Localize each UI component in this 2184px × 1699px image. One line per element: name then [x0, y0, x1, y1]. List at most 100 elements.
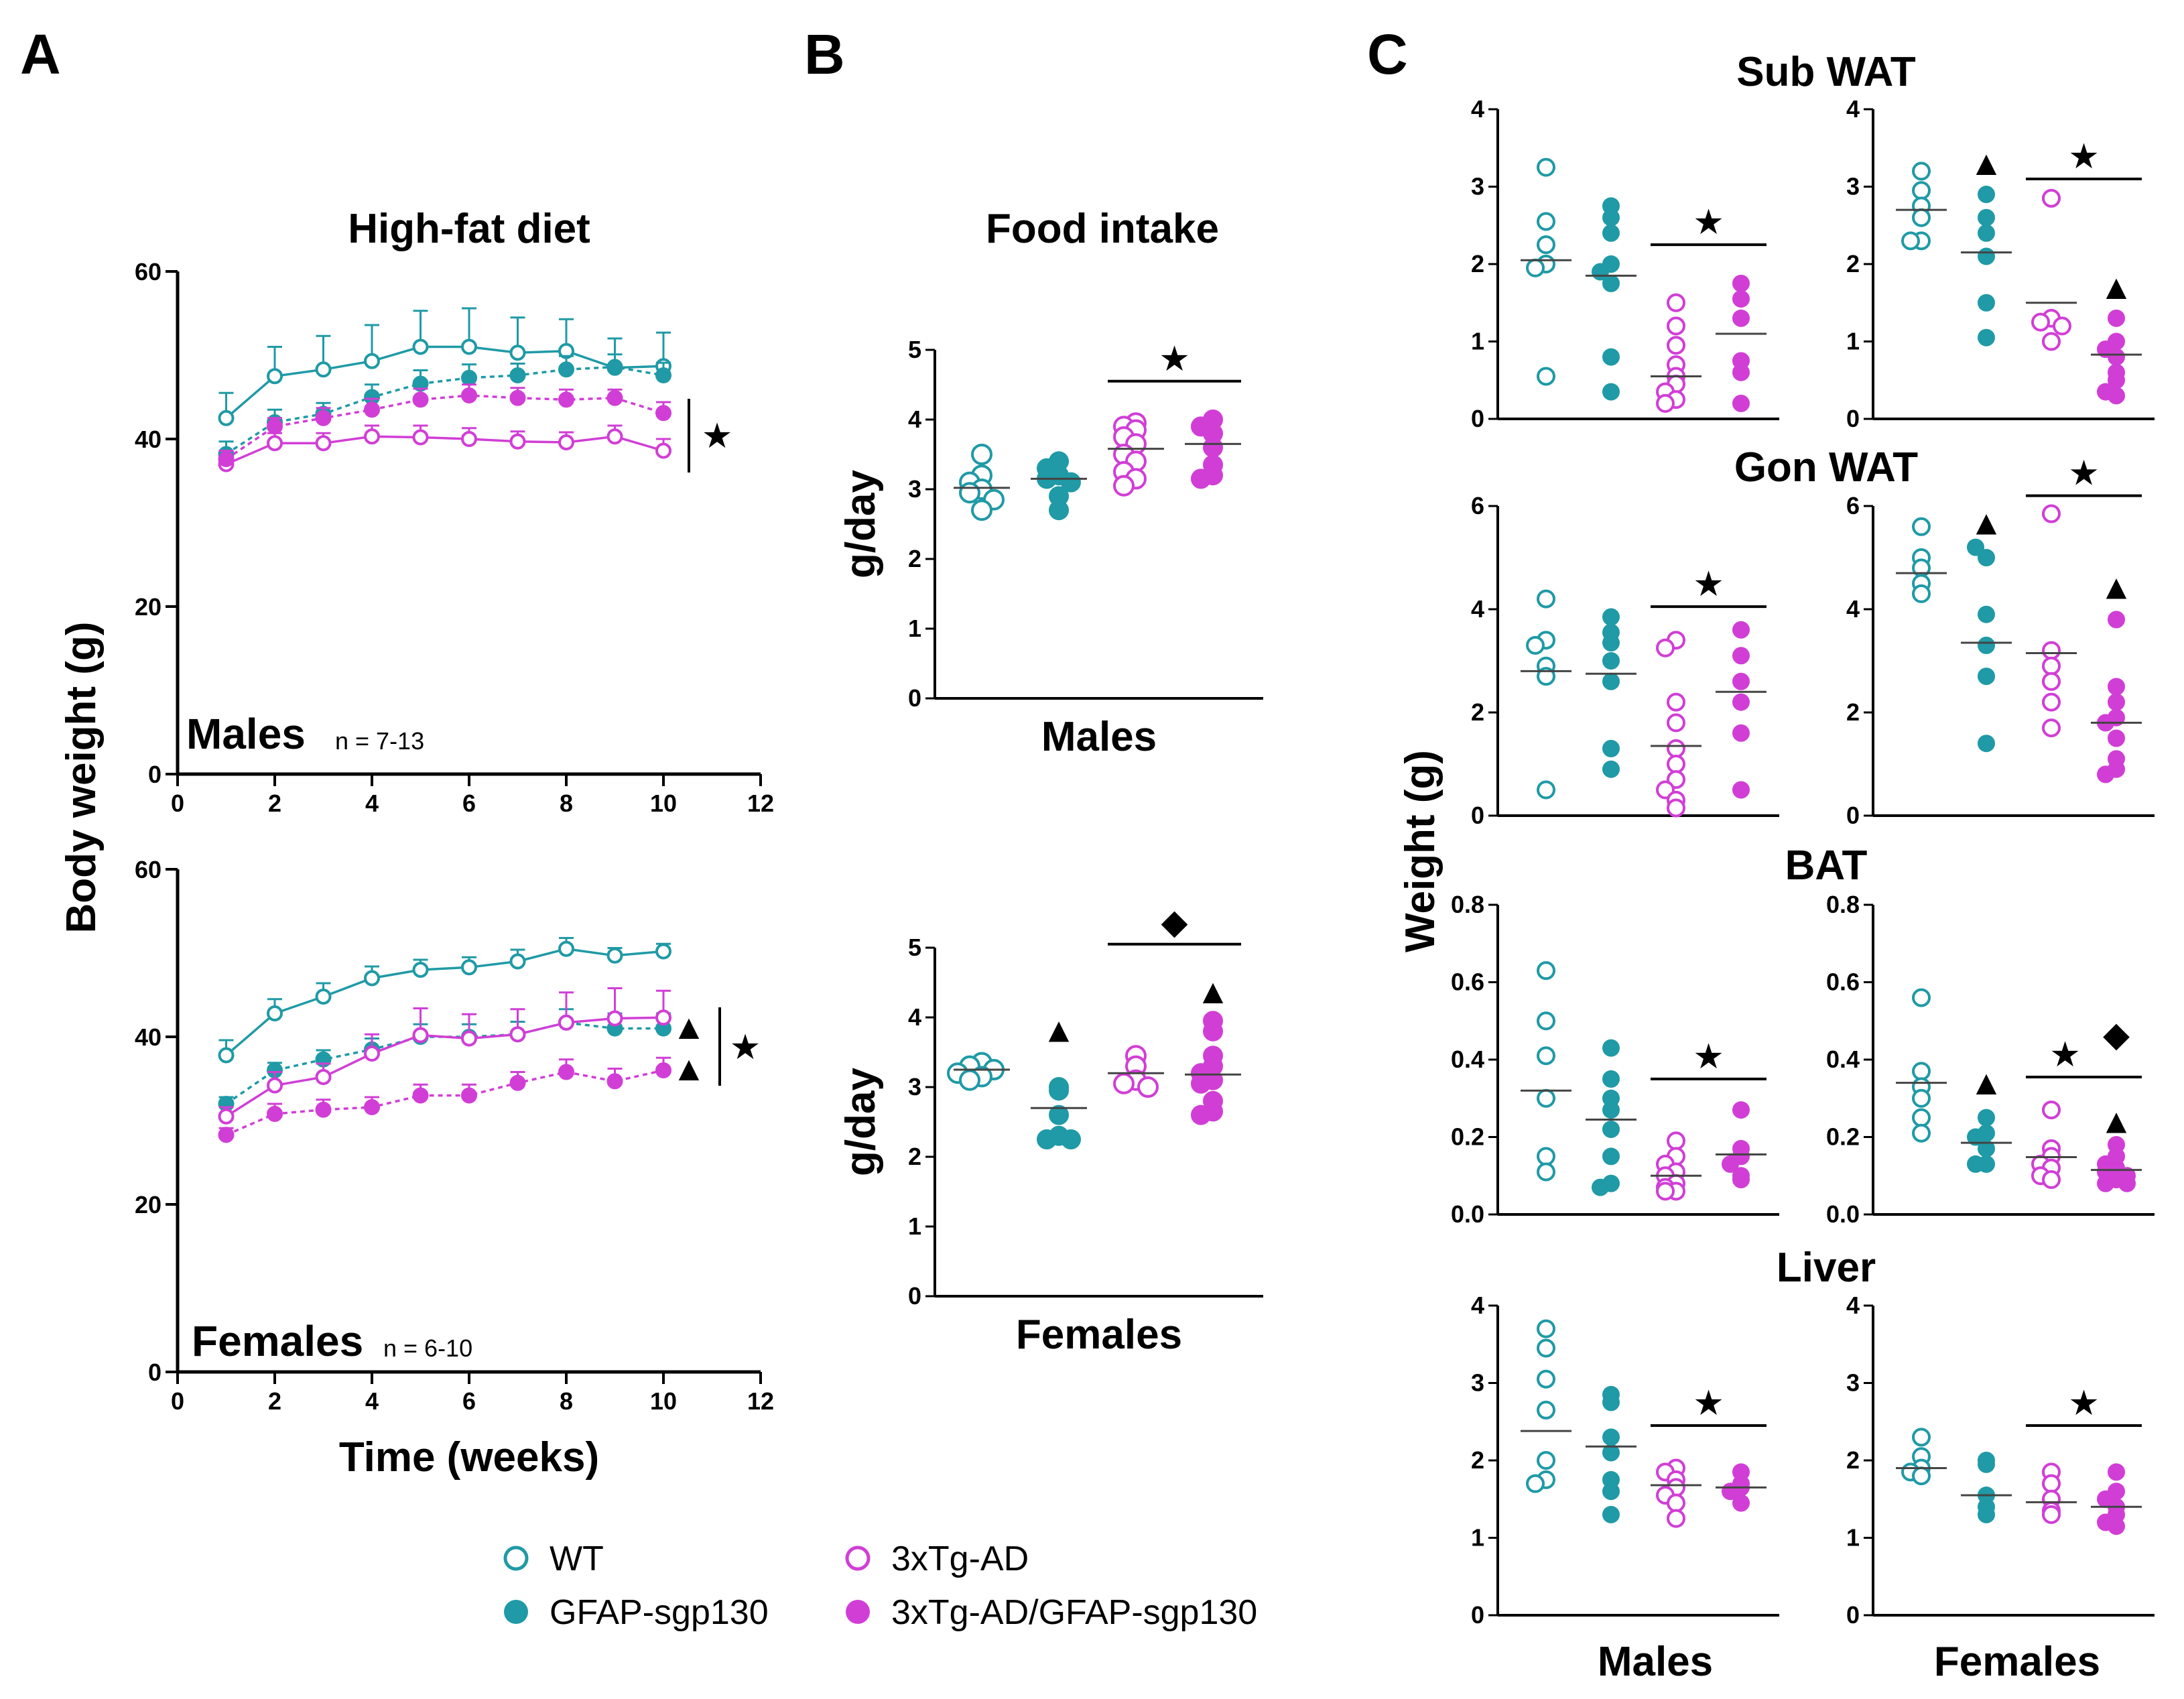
significance-marker: ▲ [1969, 503, 2003, 542]
data-point-wt [509, 953, 526, 970]
data-point-3xtg-ad [218, 1108, 235, 1125]
data-point-3xtg-ad-gfap-sgp130 [1732, 309, 1750, 327]
y-tick-label: 1 [1846, 328, 1860, 355]
significance-marker: ▲ [671, 1050, 706, 1088]
data-point-wt [1537, 961, 1555, 981]
data-point-3xtg-ad [2042, 332, 2061, 351]
data-point-3xtg-ad-gfap-sgp130 [655, 405, 671, 422]
data-point-3xtg-ad-gfap-sgp130 [412, 1087, 429, 1104]
data-point-gfap-sgp130 [1049, 500, 1069, 521]
x-tick-label: 0 [171, 790, 184, 817]
data-point-wt [315, 361, 332, 378]
data-point-3xtg-ad [655, 1009, 671, 1026]
y-axis-title-weight: Weight (g) [1397, 750, 1443, 952]
data-point-3xtg-ad-gfap-sgp130 [558, 391, 574, 408]
data-point-wt [558, 940, 574, 957]
y-tick-label: 0 [1846, 802, 1860, 829]
data-point-3xtg-ad [1667, 336, 1685, 355]
data-point-3xtg-ad-gfap-sgp130 [2108, 309, 2125, 327]
data-point-3xtg-ad [1667, 798, 1685, 818]
data-point-gfap-sgp130 [1978, 186, 1995, 204]
significance-marker: ★ [1693, 565, 1724, 604]
y-tick-label: 1 [908, 615, 921, 642]
significance-marker: ▲ [2099, 1103, 2133, 1141]
data-point-3xtg-ad [2042, 1170, 2061, 1190]
data-point-3xtg-ad [267, 435, 283, 452]
x-tick-label: 4 [365, 1387, 379, 1415]
data-point-gfap-sgp130 [1978, 1455, 1995, 1473]
data-point-wt [218, 1047, 235, 1064]
panel-letter-b: B [804, 23, 845, 86]
y-tick-label: 0.2 [1451, 1123, 1484, 1151]
data-point-gfap-sgp130 [1978, 549, 1995, 566]
data-point-wt [1912, 584, 1931, 603]
y-tick-label: 0.4 [1451, 1046, 1484, 1073]
data-point-3xtg-ad-gfap-sgp130 [2108, 611, 2125, 629]
data-point-3xtg-ad [2053, 316, 2071, 336]
y-tick-label: 3 [1846, 173, 1860, 200]
legend-marker-3xtg-ad [845, 1546, 871, 1571]
data-point-wt [1537, 1451, 1555, 1470]
y-tick-label: 4 [1471, 1292, 1484, 1319]
data-point-gfap-sgp130 [1602, 224, 1620, 242]
data-point-3xtg-ad-gfap-sgp130 [1732, 724, 1750, 742]
data-point-3xtg-ad [1667, 1131, 1685, 1151]
data-point-wt [1537, 780, 1555, 800]
data-point-wt [1912, 517, 1931, 536]
n-label-females: n = 6-10 [383, 1334, 472, 1362]
data-point-3xtg-ad [2042, 1505, 2061, 1524]
significance-marker: ★ [1693, 1384, 1724, 1423]
n-label-males: n = 7-13 [335, 727, 424, 755]
significance-marker: ★ [2068, 454, 2100, 493]
x-tick-label: 2 [268, 790, 281, 817]
data-point-3xtg-ad-gfap-sgp130 [461, 1087, 477, 1104]
significance-marker: ★ [1693, 1037, 1724, 1076]
data-point-gfap-sgp130 [1602, 1039, 1620, 1057]
data-point-3xtg-ad-gfap-sgp130 [315, 410, 332, 426]
data-point-gfap-sgp130 [1602, 739, 1620, 757]
y-tick-label: 4 [1471, 95, 1484, 123]
line-chart-females-body-weight: 0 20 40 60 0 2 4 6 8 10 12 ▲▲ ★ [135, 856, 774, 1415]
data-point-3xtg-ad-gfap-sgp130 [315, 1101, 332, 1118]
data-point-wt [1912, 1088, 1931, 1108]
dot-plot-gon-wat-males: 0 2 4 6 ★ [1471, 492, 1779, 829]
data-point-3xtg-ad [1113, 475, 1135, 497]
data-point-wt [364, 970, 380, 987]
data-point-gfap-sgp130 [1602, 208, 1620, 227]
x-tick-label: 8 [560, 790, 573, 817]
y-tick-label: 0 [148, 761, 162, 788]
data-point-3xtg-ad-gfap-sgp130 [1732, 672, 1750, 690]
significance-marker: ◆ [1161, 903, 1188, 942]
data-point-gfap-sgp130 [1978, 1109, 1995, 1127]
y-tick-label: 4 [908, 1003, 921, 1031]
data-point-3xtg-ad-gfap-sgp130 [1732, 693, 1750, 711]
data-point-wt [364, 353, 380, 369]
x-axis-label-females: Females [1934, 1639, 2100, 1685]
data-point-wt [959, 1069, 980, 1091]
y-tick-label: 0.6 [1826, 968, 1860, 996]
y-axis-title: g/day [838, 1068, 884, 1176]
y-tick-label: 0.4 [1826, 1046, 1860, 1073]
y-tick-label: 0 [1846, 405, 1860, 432]
data-point-gfap-sgp130 [1978, 668, 1995, 686]
data-point-wt [971, 444, 992, 465]
y-tick-label: 0 [148, 1359, 162, 1386]
dot-plot-bat-males: 0.0 0.2 0.4 0.6 0.8 ★ [1451, 891, 1779, 1228]
significance-marker: ★ [2068, 1384, 2100, 1423]
data-point-wt [412, 338, 429, 355]
y-tick-label: 4 [1846, 1292, 1860, 1319]
data-point-gfap-sgp130 [1602, 1505, 1620, 1523]
data-point-3xtg-ad-gfap-sgp130 [1732, 647, 1750, 665]
data-point-wt [1912, 988, 1931, 1007]
y-tick-label: 1 [1846, 1524, 1860, 1552]
data-point-3xtg-ad-gfap-sgp130 [1732, 363, 1750, 381]
data-point-3xtg-ad [2031, 312, 2050, 332]
data-point-wt [1912, 1108, 1931, 1127]
series-line-3xtg-ad [225, 1016, 664, 1118]
data-point-wt [1526, 635, 1545, 655]
data-point-gfap-sgp130 [1978, 605, 1995, 623]
data-point-3xtg-ad [364, 428, 380, 445]
y-tick-label: 1 [1471, 328, 1484, 355]
data-point-3xtg-ad-gfap-sgp130 [2097, 1174, 2114, 1192]
data-point-wt [1912, 1466, 1931, 1486]
